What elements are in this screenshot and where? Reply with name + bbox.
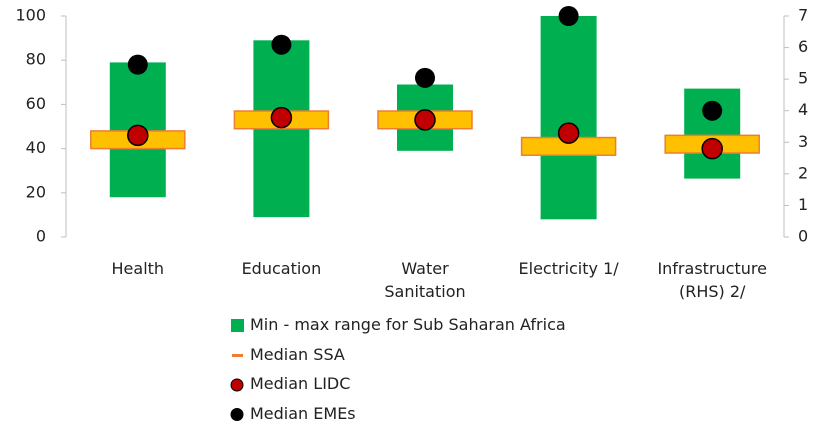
y2-tick-label: 1 (798, 195, 808, 214)
x-tick-label: Education (241, 259, 322, 278)
eme-marker (702, 100, 723, 121)
x-tick-label: Water Sanitation (384, 259, 466, 301)
y2-tick-label: 3 (798, 132, 808, 151)
x-tick-label: Infrastructure (RHS) 2/ (657, 259, 767, 301)
y2-tick-label: 2 (798, 163, 808, 182)
y-tick-label: 40 (26, 138, 46, 157)
legend-label: Min - max range for Sub Saharan Africa (250, 315, 566, 334)
legend-swatch (232, 354, 243, 357)
y-tick-label: 80 (26, 50, 46, 69)
lidc-marker (270, 106, 293, 129)
eme-marker (558, 6, 579, 26)
eme-marker (271, 34, 292, 55)
y2-tick-label: 4 (798, 100, 808, 119)
legend-label: Median EMEs (250, 403, 356, 423)
lidc-marker (701, 137, 723, 160)
y-tick-label: 0 (36, 227, 46, 246)
y-tick-label: 60 (26, 94, 46, 113)
y2-tick-label: 7 (798, 6, 808, 25)
eme-marker (127, 54, 148, 75)
legend-swatch (230, 408, 244, 421)
x-tick-label: Health (111, 259, 165, 278)
range-bar (540, 16, 597, 220)
lidc-marker (557, 122, 580, 144)
y2-tick-label: 5 (798, 69, 808, 88)
legend-swatch (231, 319, 244, 332)
legend-label: Median LIDC (250, 374, 351, 393)
x-tick-label: Electricity 1/ (518, 259, 619, 278)
y-tick-label: 100 (15, 6, 46, 25)
lidc-marker (414, 109, 436, 131)
y2-tick-label: 0 (798, 227, 808, 246)
y-tick-label: 20 (26, 182, 46, 201)
legend-swatch (230, 378, 244, 392)
y2-tick-label: 6 (798, 37, 808, 56)
lidc-marker (127, 124, 149, 147)
eme-marker (415, 67, 435, 88)
legend-label: Median SSA (250, 344, 345, 364)
